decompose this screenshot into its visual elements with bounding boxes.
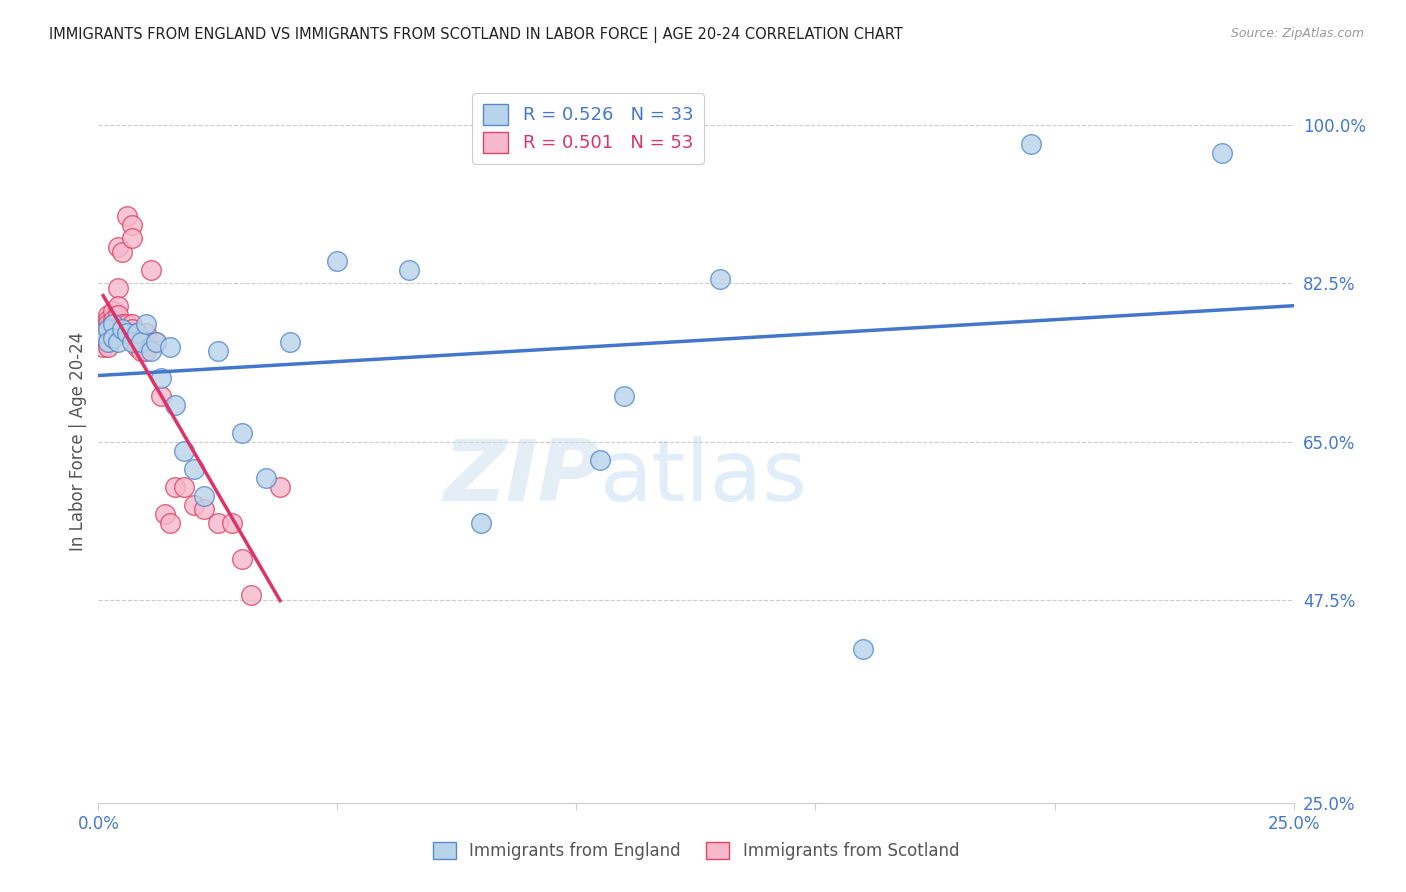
Text: IMMIGRANTS FROM ENGLAND VS IMMIGRANTS FROM SCOTLAND IN LABOR FORCE | AGE 20-24 C: IMMIGRANTS FROM ENGLAND VS IMMIGRANTS FR…	[49, 27, 903, 43]
Point	[97, 317, 120, 331]
Text: ZIP: ZIP	[443, 436, 600, 519]
Point	[193, 502, 215, 516]
Point	[125, 326, 148, 341]
Point	[193, 489, 215, 503]
Point	[97, 340, 120, 354]
Point	[207, 344, 229, 359]
Point	[470, 516, 492, 530]
Point	[125, 340, 148, 354]
Point	[221, 516, 243, 530]
Point	[135, 344, 157, 359]
Point	[107, 299, 129, 313]
Point	[107, 335, 129, 350]
Point	[97, 321, 120, 335]
Point	[709, 272, 731, 286]
Point	[159, 516, 181, 530]
Point	[121, 321, 143, 335]
Point	[101, 317, 124, 331]
Point	[145, 335, 167, 350]
Point	[135, 317, 157, 331]
Point	[139, 344, 162, 359]
Point	[163, 480, 186, 494]
Point	[97, 331, 120, 345]
Point	[97, 335, 120, 350]
Point	[125, 335, 148, 350]
Point	[149, 389, 172, 403]
Point	[101, 312, 124, 326]
Text: atlas: atlas	[600, 436, 808, 519]
Point	[97, 326, 120, 341]
Point	[115, 326, 138, 341]
Point	[121, 218, 143, 232]
Point	[149, 371, 172, 385]
Point	[91, 326, 114, 341]
Point	[111, 321, 134, 335]
Point	[121, 335, 143, 350]
Point	[254, 471, 277, 485]
Point	[207, 516, 229, 530]
Point	[398, 263, 420, 277]
Point	[111, 317, 134, 331]
Point	[107, 281, 129, 295]
Point	[107, 240, 129, 254]
Point	[115, 209, 138, 223]
Point	[101, 331, 124, 345]
Point	[163, 398, 186, 412]
Text: Source: ZipAtlas.com: Source: ZipAtlas.com	[1230, 27, 1364, 40]
Point	[97, 312, 120, 326]
Point	[101, 326, 124, 341]
Point	[131, 344, 153, 359]
Point	[159, 340, 181, 354]
Point	[269, 480, 291, 494]
Point	[135, 326, 157, 341]
Point	[91, 326, 114, 341]
Point	[91, 331, 114, 345]
Point	[97, 321, 120, 335]
Point	[91, 335, 114, 350]
Point	[101, 321, 124, 335]
Point	[326, 254, 349, 268]
Point	[278, 335, 301, 350]
Point	[852, 642, 875, 657]
Point	[115, 317, 138, 331]
Point	[231, 552, 253, 566]
Point	[97, 308, 120, 322]
Point	[121, 317, 143, 331]
Point	[183, 498, 205, 512]
Point	[1019, 136, 1042, 151]
Point	[97, 335, 120, 350]
Point	[183, 461, 205, 475]
Point	[155, 507, 177, 521]
Point	[173, 443, 195, 458]
Point	[613, 389, 636, 403]
Point	[231, 425, 253, 440]
Point	[91, 321, 114, 335]
Point	[240, 588, 263, 602]
Point	[121, 231, 143, 245]
Point	[101, 303, 124, 318]
Point	[111, 244, 134, 259]
Point	[1211, 145, 1233, 160]
Point	[125, 326, 148, 341]
Y-axis label: In Labor Force | Age 20-24: In Labor Force | Age 20-24	[69, 332, 87, 551]
Point	[135, 335, 157, 350]
Point	[107, 308, 129, 322]
Point	[145, 335, 167, 350]
Point	[131, 335, 153, 350]
Point	[139, 263, 162, 277]
Point	[589, 452, 612, 467]
Point	[173, 480, 195, 494]
Point	[101, 317, 124, 331]
Point	[91, 340, 114, 354]
Point	[131, 335, 153, 350]
Legend: Immigrants from England, Immigrants from Scotland: Immigrants from England, Immigrants from…	[426, 835, 966, 867]
Point	[111, 321, 134, 335]
